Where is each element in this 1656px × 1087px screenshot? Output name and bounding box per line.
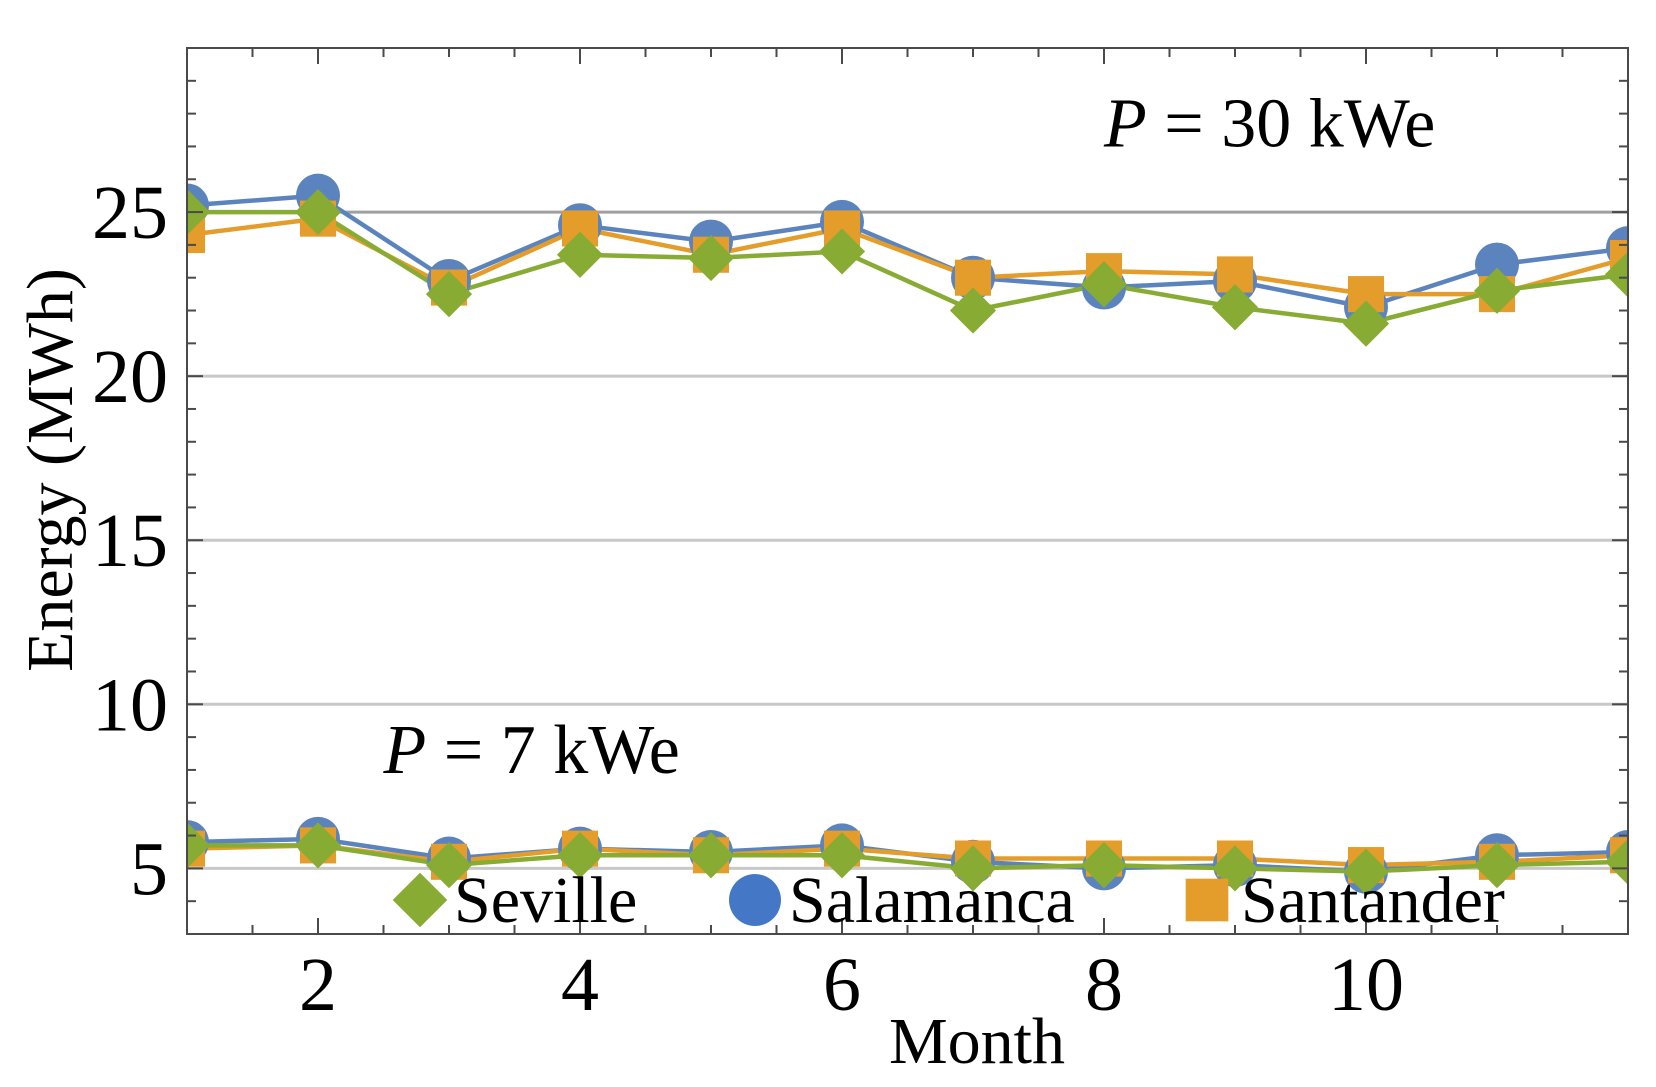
legend-item-salamanca: Salamanca bbox=[729, 864, 1075, 937]
plot-frame bbox=[186, 47, 1629, 935]
x-tick-label: 4 bbox=[561, 943, 599, 1027]
y-tick-label: 20 bbox=[92, 335, 168, 419]
data-point-seville-30kwe bbox=[425, 271, 473, 318]
legend-label-santander: Santander bbox=[1241, 864, 1505, 937]
data-point-seville-7kwe bbox=[1080, 841, 1128, 889]
data-point-seville-7kwe bbox=[187, 822, 211, 869]
data-point-seville-7kwe bbox=[1211, 845, 1259, 892]
tick-labels: 2 4 6 8 10 5 10 15 20 25 bbox=[92, 171, 1404, 1027]
data-point-seville-7kwe bbox=[294, 822, 342, 869]
data-point-seville-30kwe bbox=[556, 231, 604, 278]
data-point-seville-7kwe bbox=[949, 845, 997, 892]
data-point-seville-30kwe bbox=[294, 188, 342, 236]
legend-marker-santander bbox=[1185, 878, 1229, 922]
data-point-seville-30kwe bbox=[818, 228, 866, 275]
legend-label-salamanca: Salamanca bbox=[789, 864, 1075, 937]
annotation-0: P = 30 kWe bbox=[1103, 85, 1435, 162]
x-tick-label: 8 bbox=[1085, 943, 1123, 1027]
legend-label-seville: Seville bbox=[454, 864, 637, 937]
data-point-seville-30kwe bbox=[1604, 251, 1628, 298]
series-line-santander-30kwe bbox=[187, 216, 1628, 297]
y-tick-label: 25 bbox=[92, 171, 168, 255]
legend-marker-seville bbox=[392, 872, 448, 928]
data-point-seville-7kwe bbox=[1342, 848, 1390, 895]
data-point-salamanca-30kwe bbox=[1475, 242, 1519, 287]
legend: Seville Salamanca Santander bbox=[392, 864, 1505, 937]
x-tick-label: 2 bbox=[299, 943, 337, 1027]
series-markers bbox=[187, 173, 1628, 895]
data-point-seville-30kwe bbox=[1080, 261, 1128, 308]
legend-marker-salamanca bbox=[729, 874, 781, 926]
y-tick-label: 5 bbox=[130, 827, 168, 911]
legend-item-santander: Santander bbox=[1185, 864, 1505, 937]
data-point-seville-30kwe bbox=[1211, 284, 1259, 331]
axis-ticks bbox=[187, 48, 1629, 934]
legend-item-seville: Seville bbox=[392, 864, 637, 937]
y-axis-title: Energy (MWh) bbox=[14, 268, 87, 672]
series-line-seville-30kwe bbox=[187, 209, 1628, 326]
y-tick-label: 15 bbox=[92, 499, 168, 583]
data-point-seville-7kwe bbox=[1604, 838, 1628, 885]
series-line-salamanca-30kwe bbox=[187, 193, 1628, 310]
x-tick-label: 6 bbox=[823, 943, 861, 1027]
x-tick-label: 10 bbox=[1328, 943, 1404, 1027]
data-point-seville-7kwe bbox=[556, 832, 604, 879]
data-point-seville-7kwe bbox=[425, 841, 473, 889]
annotation-1: P = 7 kWe bbox=[383, 712, 680, 789]
annotations: P = 30 kWe P = 7 kWe bbox=[383, 85, 1436, 789]
y-tick-label: 10 bbox=[92, 663, 168, 747]
data-point-seville-30kwe bbox=[949, 287, 997, 334]
data-point-seville-30kwe bbox=[687, 234, 735, 282]
data-point-seville-7kwe bbox=[1473, 841, 1521, 889]
data-point-seville-30kwe bbox=[1473, 267, 1521, 314]
data-point-seville-30kwe bbox=[1342, 300, 1390, 347]
data-point-seville-7kwe bbox=[687, 832, 735, 879]
x-axis-title: Month bbox=[889, 1005, 1065, 1078]
data-point-seville-7kwe bbox=[818, 832, 866, 879]
